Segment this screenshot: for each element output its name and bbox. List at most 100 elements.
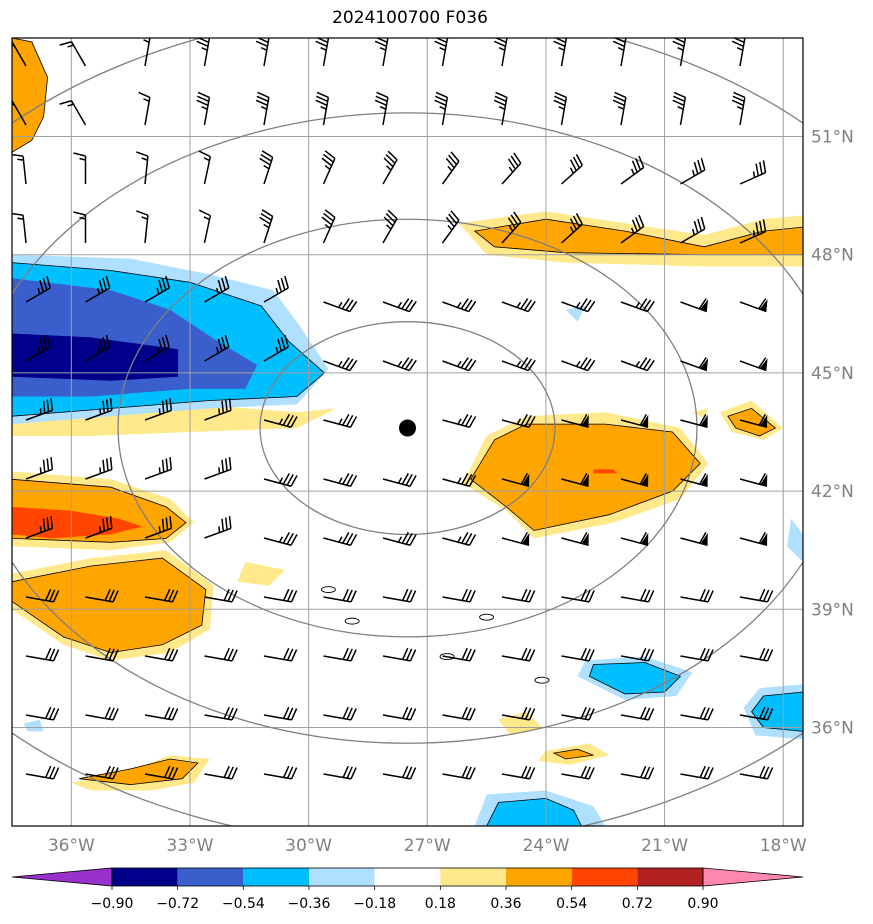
colorbar-bin [374,868,441,886]
wind-barb [204,706,238,721]
wind-barb [263,472,298,487]
wind-barb [12,212,27,244]
contour-lines [12,38,803,826]
colorbar-bin [637,868,703,886]
wind-barb [321,150,336,185]
wind-barb [59,41,87,67]
wind-barb [136,151,149,185]
colorbar-label: −0.18 [353,896,396,912]
wind-barb [739,588,774,603]
shaded-region [474,219,803,255]
wind-barb [382,357,417,372]
wind-barb [315,91,330,126]
wind-barb [144,765,179,780]
range-ring [12,112,803,744]
wind-barb [382,531,417,546]
wind-barb [263,531,298,546]
wind-barb [442,765,476,780]
colorbar-label: −0.72 [156,896,199,912]
latitude-label: 36°N [811,719,854,739]
wind-barb [263,334,289,362]
longitude-label: 18°W [760,836,807,856]
wind-barb [501,647,536,662]
wind-barb [323,413,358,428]
wind-barb [561,531,589,546]
colorbar-label: −0.54 [222,896,265,912]
wind-barb [85,457,113,480]
wind-barb [441,210,460,244]
wind-barb [680,298,709,313]
colorbar-bin [440,868,506,886]
shaded-region [12,558,206,653]
longitude-labels: 36°W 33°W 30°W 27°W 24°W 21°W 18°W [48,836,807,856]
wind-barb [323,531,358,546]
wind-barb [144,457,173,480]
shaded-region [12,333,179,381]
wind-barb [620,647,655,662]
wind-barb [73,152,87,184]
wind-barb [259,209,274,244]
contour-line [344,617,360,625]
shaded-region [12,38,48,153]
contour-line [727,407,777,437]
wind-barb [561,357,596,372]
colorbar: −0.90 −0.72 −0.54 −0.36 −0.18 0.18 0.36 0.54 0.7… [11,867,804,912]
colorbar-bin [506,868,572,886]
contour-line [12,38,49,153]
wind-barb [382,472,417,487]
longitude-label: 30°W [285,836,332,856]
wind-barb [374,91,389,126]
wind-barb [323,472,358,487]
contour-line [79,758,199,786]
colorbar-bin [243,868,309,886]
wind-barb [144,588,179,603]
colorbar-extend-low [11,867,113,887]
wind-barb [672,91,687,126]
wind-barb [501,472,530,487]
wind-barb [739,357,768,372]
latitude-label: 39°N [811,600,854,620]
wind-barb [382,209,398,244]
colorbar-bin [177,868,244,886]
contour-line [751,691,803,732]
wind-barb [382,150,398,185]
wind-barb [680,157,706,185]
colorbar-label: 0.72 [622,896,653,912]
wind-barb [204,765,238,780]
colorbar-label: −0.36 [288,896,331,912]
wind-barb [442,588,476,603]
wind-barb [204,457,232,480]
contour-line [12,557,207,654]
wind-barb [680,413,708,428]
contour-line [552,748,594,760]
wind-barb [323,706,357,721]
wind-barb [739,413,768,428]
wind-barb [561,588,595,603]
colorbar-frame [111,867,704,887]
plot-frame [11,37,804,827]
contour-line [439,653,455,661]
wind-barb [12,100,27,126]
wind-barb [620,214,645,244]
wind-barb [323,647,357,662]
wind-barb [501,413,536,428]
wind-barb [323,765,357,780]
shaded-region [787,518,803,562]
wind-barb [501,706,536,721]
wind-barb [680,531,708,546]
wind-barb [136,210,149,244]
wind-barb [620,413,649,428]
colorbar-label: 0.18 [425,896,456,912]
wind-barb [739,765,774,780]
wind-barb [196,91,211,126]
wind-barb [198,209,212,244]
wind-barb [204,647,238,662]
contour-line [479,613,495,621]
contour-line [486,797,582,826]
wind-barb [620,472,649,487]
shaded-region [593,469,618,474]
wind-barb [255,91,270,126]
wind-barb [144,398,173,421]
wind-barb [382,647,417,662]
